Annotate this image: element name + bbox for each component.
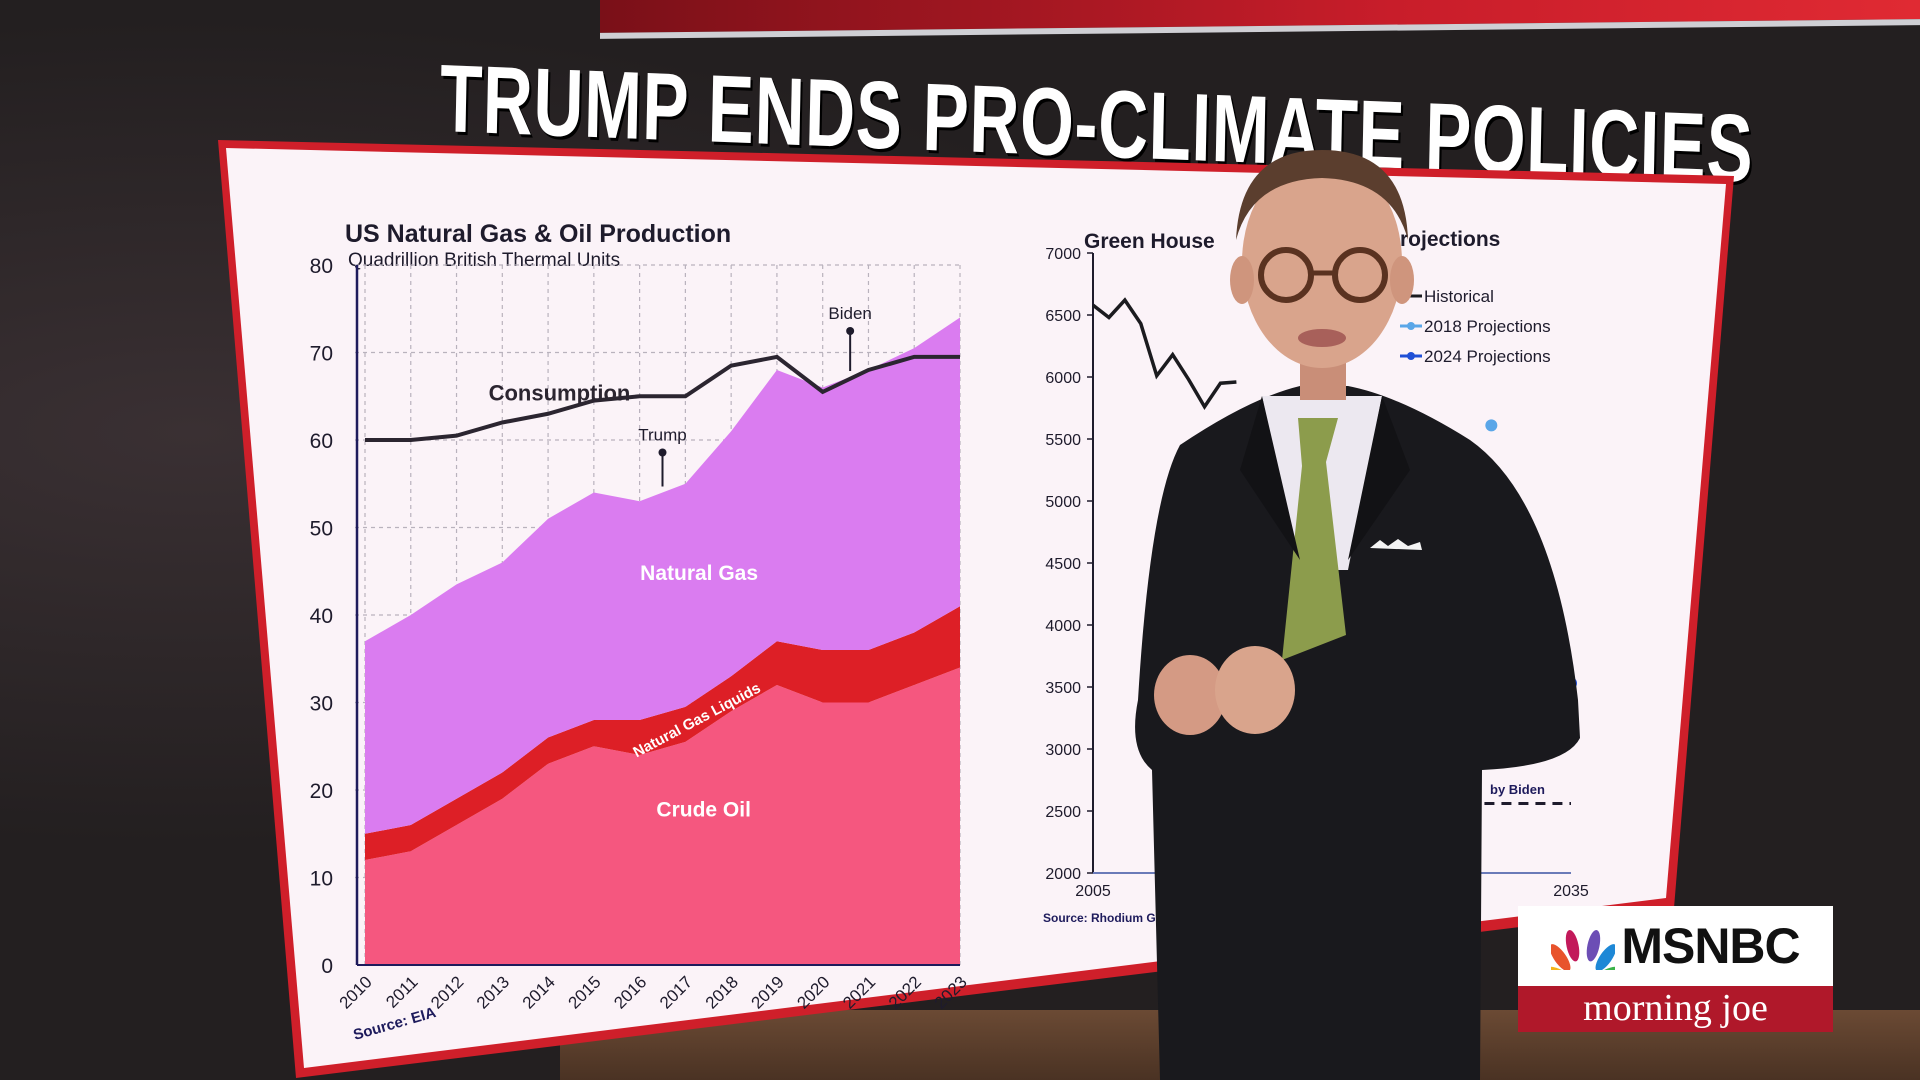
production-chart-title: US Natural Gas & Oil Production bbox=[345, 220, 731, 248]
y-tick-label: 2000 bbox=[1045, 866, 1081, 883]
show-name: morning joe bbox=[1518, 986, 1833, 1032]
natural-gas-label: Natural Gas bbox=[640, 562, 758, 585]
msnbc-wordmark: MSNBC bbox=[1621, 918, 1800, 974]
series-line-historical bbox=[1091, 297, 1237, 411]
y-tick-label: 50 bbox=[310, 518, 333, 541]
legend-label: Historical bbox=[1424, 287, 1494, 306]
y-tick-label: 6500 bbox=[1045, 308, 1081, 325]
head bbox=[1242, 156, 1402, 368]
legend-marker bbox=[1407, 322, 1415, 330]
ghg-chart-source: Source: Rhodium G bbox=[1043, 911, 1156, 925]
consumption-label: Consumption bbox=[489, 381, 631, 406]
y-tick-label: 70 bbox=[310, 343, 333, 366]
right-hand bbox=[1215, 646, 1295, 734]
y-tick-label: 30 bbox=[310, 693, 333, 716]
y-tick-label: 60 bbox=[310, 430, 333, 453]
area-natural-gas-liquids bbox=[365, 606, 960, 860]
y-tick-label: 6000 bbox=[1045, 370, 1081, 387]
crude-oil-label: Crude Oil bbox=[656, 798, 751, 821]
y-tick-label: 3500 bbox=[1045, 680, 1081, 697]
peacock-icon bbox=[1551, 930, 1616, 970]
annotation-label: Trump bbox=[638, 426, 687, 445]
mouth bbox=[1298, 329, 1346, 347]
ghg-chart-title-left: Green House bbox=[1084, 230, 1215, 253]
legend-label: 2018 Projections bbox=[1424, 317, 1551, 336]
consumption-line bbox=[365, 354, 960, 442]
right-ear bbox=[1390, 256, 1414, 304]
y-tick-label: 7000 bbox=[1045, 246, 1081, 263]
annotation-dot bbox=[846, 327, 855, 335]
ghg-target-label: by Biden bbox=[1490, 782, 1545, 797]
hair bbox=[1236, 150, 1408, 240]
y-tick-label: 3000 bbox=[1045, 742, 1081, 759]
y-tick-label: 5500 bbox=[1045, 432, 1081, 449]
annotation-label: Biden bbox=[828, 304, 871, 323]
necktie bbox=[1282, 418, 1346, 660]
y-tick-label: 5000 bbox=[1045, 494, 1081, 511]
production-chart: US Natural Gas & Oil Production Quadrill… bbox=[310, 220, 971, 1044]
x-tick-label: 2035 bbox=[1553, 883, 1589, 900]
area-natural-gas bbox=[365, 317, 960, 834]
y-tick-label: 40 bbox=[310, 605, 333, 628]
area-crude-oil bbox=[365, 667, 960, 965]
annotation-dot bbox=[658, 448, 667, 457]
x-tick-label: 2005 bbox=[1075, 883, 1111, 900]
ghg-chart: Green House rojections Source: Rhodium G… bbox=[1043, 228, 1589, 925]
suit-jacket bbox=[1135, 386, 1580, 1080]
y-tick-label: 80 bbox=[310, 255, 333, 278]
msnbc-morning-joe-logo: MSNBC morning joe bbox=[1518, 906, 1833, 1032]
legend-marker bbox=[1407, 352, 1415, 360]
pocket-square bbox=[1370, 539, 1422, 550]
left-ear bbox=[1230, 256, 1254, 304]
left-hand bbox=[1154, 655, 1226, 735]
legend-label: 2024 Projections bbox=[1424, 347, 1551, 366]
y-tick-label: 4500 bbox=[1045, 556, 1081, 573]
lapels bbox=[1240, 396, 1410, 560]
series-point-2018-projections bbox=[1485, 419, 1498, 432]
y-tick-label: 2500 bbox=[1045, 804, 1081, 821]
ghg-chart-title-right: rojections bbox=[1400, 228, 1500, 251]
production-chart-subtitle: Quadrillion British Thermal Units bbox=[348, 250, 620, 271]
y-tick-label: 10 bbox=[310, 868, 333, 891]
y-tick-label: 4000 bbox=[1045, 618, 1081, 635]
y-tick-label: 20 bbox=[310, 780, 333, 803]
y-tick-label: 0 bbox=[321, 955, 333, 978]
